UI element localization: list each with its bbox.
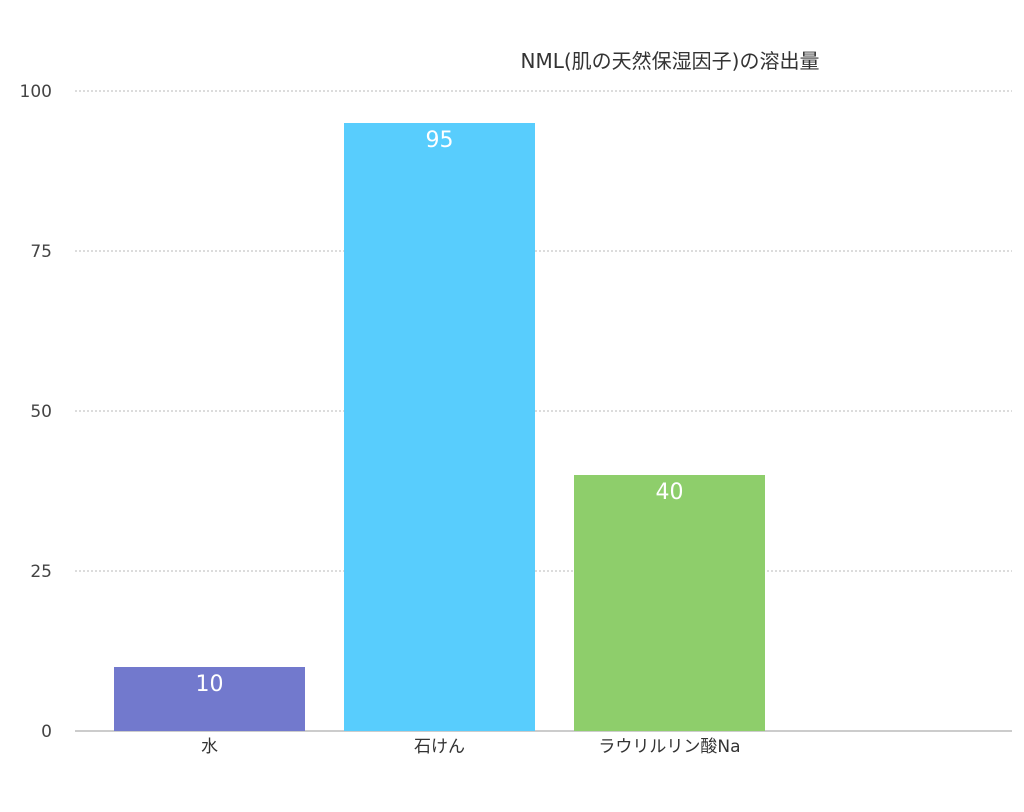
y-tick-label: 50 — [30, 402, 52, 422]
data-label: 40 — [656, 480, 684, 505]
chart-title: NML(肌の天然保湿因子)の溶出量 — [521, 49, 820, 73]
bar — [574, 475, 765, 731]
x-tick-label: 石けん — [414, 737, 465, 757]
y-tick-label: 75 — [30, 242, 52, 262]
y-axis-ticks: 0 25 50 75 100 — [20, 82, 52, 742]
data-label: 10 — [196, 672, 224, 697]
x-tick-label: ラウリルリン酸Na — [598, 737, 740, 757]
x-tick-label: 水 — [201, 737, 218, 757]
gridlines — [75, 90, 1012, 732]
y-tick-label: 25 — [30, 562, 52, 582]
bar — [114, 667, 305, 731]
data-labels: 10 95 40 — [196, 128, 684, 697]
data-label: 95 — [426, 128, 454, 153]
y-tick-label: 0 — [41, 722, 52, 742]
y-tick-label: 100 — [20, 82, 52, 102]
bar — [344, 123, 535, 731]
x-axis-categories: 水 石けん ラウリルリン酸Na — [201, 737, 741, 757]
bars — [114, 123, 765, 731]
